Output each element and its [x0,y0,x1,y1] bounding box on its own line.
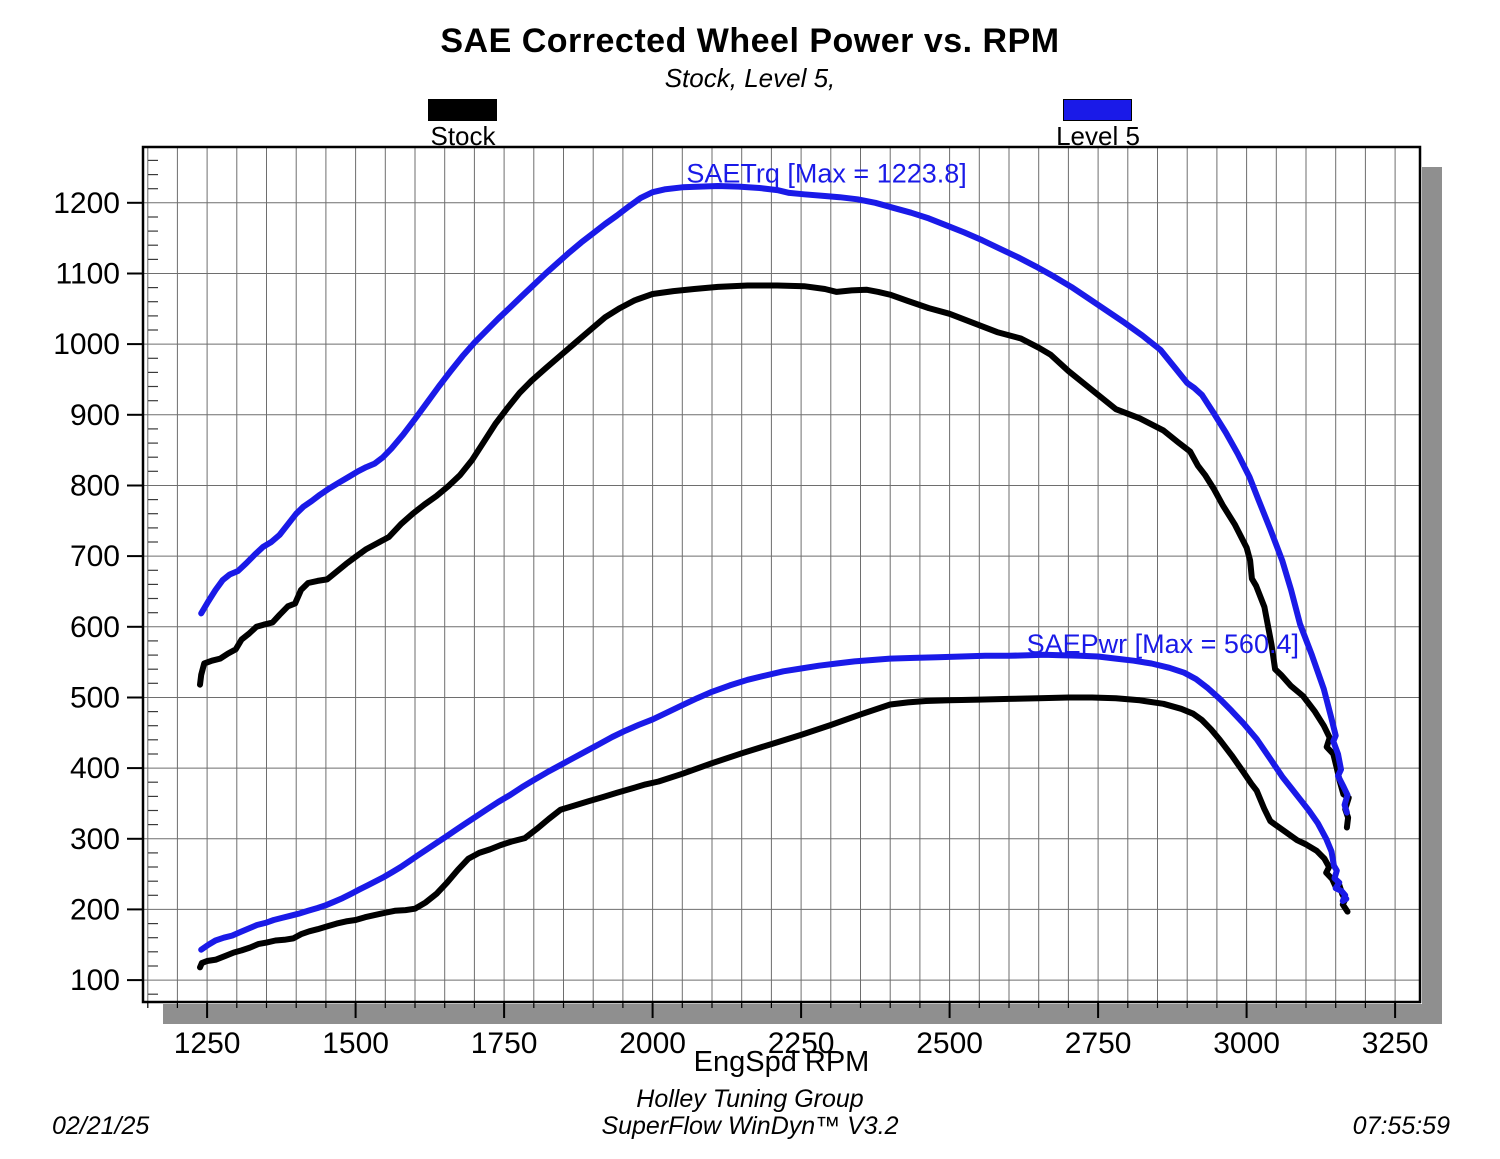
legend-swatch-stock [428,99,497,121]
svg-text:500: 500 [70,682,120,715]
svg-text:2250: 2250 [768,1027,835,1060]
curve-level-5-saetrq [198,183,1351,816]
svg-text:400: 400 [70,752,120,785]
footer-software-version: SuperFlow WinDyn™ V3.2 [601,1112,899,1140]
svg-text:1500: 1500 [322,1027,389,1060]
footer-group-name: Holley Tuning Group [636,1085,864,1113]
svg-text:1100: 1100 [55,258,120,291]
curve-stock-saepwr [197,694,1351,971]
page-title: SAE Corrected Wheel Power vs. RPM [440,22,1060,60]
svg-text:900: 900 [70,399,120,432]
svg-text:2500: 2500 [916,1027,983,1060]
svg-text:200: 200 [70,893,120,926]
footer-time: 07:55:59 [1352,1112,1450,1140]
svg-text:1000: 1000 [53,328,120,361]
svg-text:300: 300 [70,823,120,856]
x-axis-title: EngSpd RPM [693,1046,870,1078]
svg-text:800: 800 [70,470,120,503]
svg-text:1750: 1750 [471,1027,538,1060]
svg-text:SAETrq [Max = 1223.8]: SAETrq [Max = 1223.8] [686,158,966,188]
footer-date: 02/21/25 [52,1112,150,1140]
svg-text:600: 600 [70,611,120,644]
svg-text:1250: 1250 [174,1027,241,1060]
svg-text:SAEPwr [Max = 560.4]: SAEPwr [Max = 560.4] [1027,629,1299,659]
curve-stock-saetrq [197,282,1352,831]
svg-text:100: 100 [70,964,120,997]
curve-level-5-saepwr [198,651,1350,953]
svg-text:2000: 2000 [619,1027,686,1060]
svg-text:3000: 3000 [1213,1027,1280,1060]
svg-text:2750: 2750 [1065,1027,1132,1060]
svg-text:700: 700 [70,540,120,573]
svg-text:3250: 3250 [1362,1027,1429,1060]
page-subtitle: Stock, Level 5, [664,63,836,93]
svg-text:1200: 1200 [53,187,120,220]
legend-swatch-level5 [1063,99,1132,121]
